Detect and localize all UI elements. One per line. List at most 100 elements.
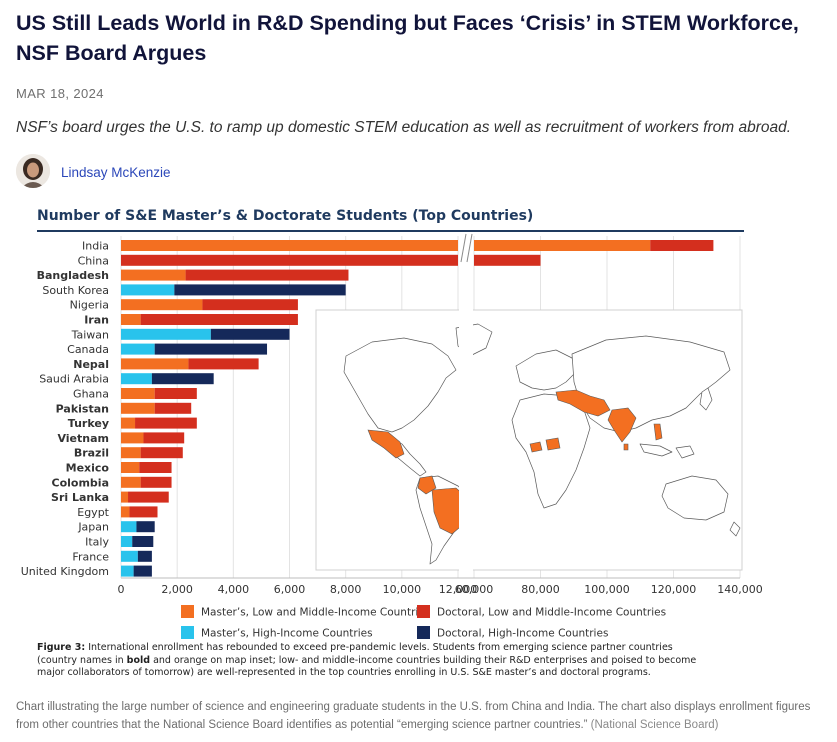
chart-legend: Master’s, Low and Middle-Income Countrie…: [181, 605, 666, 640]
category-label: Iran: [84, 314, 109, 327]
bar-segment: [121, 388, 155, 399]
legend-label: Doctoral, Low and Middle-Income Countrie…: [437, 607, 666, 619]
author-portrait-image: [16, 154, 50, 188]
x-tick-label: 10,000: [383, 583, 422, 596]
bar-segment: [121, 536, 133, 547]
bar-segment: [140, 476, 172, 488]
chart-title: Number of S&E Master’s & Doctorate Stude…: [37, 208, 534, 224]
bar-series: [121, 240, 714, 577]
category-label: Saudi Arabia: [39, 373, 109, 386]
world-map-inset: [315, 309, 743, 571]
category-label: Pakistan: [56, 402, 109, 415]
bar-segment: [188, 358, 259, 370]
x-tick-label: 12,000: [439, 583, 478, 596]
category-label: Canada: [67, 343, 109, 356]
bar-segment: [174, 284, 346, 296]
bar-segment: [121, 343, 155, 355]
bar-segment: [133, 565, 152, 577]
figure-label: Figure 3:: [37, 642, 86, 653]
figure-text: International enrollment has rebounded t…: [37, 642, 673, 666]
x-tick-label: 2,000: [161, 583, 193, 596]
bar-segment: [121, 284, 175, 296]
x-tick-label: 120,000: [651, 583, 697, 596]
bar-segment: [139, 462, 172, 473]
bar-segment: [650, 240, 714, 251]
category-label: Italy: [85, 536, 109, 549]
category-label: Nepal: [73, 358, 109, 371]
category-label: Bangladesh: [37, 269, 109, 282]
article-headline: US Still Leads World in R&D Spending but…: [16, 11, 799, 65]
legend-label: Master’s, Low and Middle-Income Countrie…: [201, 607, 430, 619]
publish-date: MAR 18, 2024: [16, 86, 104, 101]
x-tick-label: 140,000: [717, 583, 763, 596]
bar-segment: [121, 254, 458, 266]
bar-segment: [121, 550, 138, 562]
category-label: United Kingdom: [21, 565, 109, 578]
bar-segment: [474, 240, 651, 251]
legend-swatch: [181, 605, 194, 618]
bar-segment: [121, 476, 141, 488]
category-label: Nigeria: [70, 299, 109, 312]
category-label: India: [82, 240, 109, 253]
category-label: Egypt: [77, 506, 109, 519]
bar-segment: [128, 491, 169, 503]
category-label: Vietnam: [57, 432, 109, 445]
bar-segment: [154, 402, 192, 414]
bar-segment: [154, 388, 197, 399]
category-label: Mexico: [66, 462, 110, 475]
author-link[interactable]: Lindsay McKenzie: [61, 165, 171, 180]
figure-bold-word: bold: [126, 654, 151, 666]
category-label: Colombia: [52, 476, 110, 489]
bar-segment: [121, 491, 129, 503]
category-label: Taiwan: [71, 328, 109, 341]
chart-title-rule: [37, 230, 744, 232]
bar-segment: [121, 447, 141, 459]
x-tick-label: 6,000: [274, 583, 306, 596]
x-tick-label: 100,000: [584, 583, 630, 596]
bar-segment: [185, 269, 349, 281]
bar-segment: [132, 536, 154, 547]
bar-segment: [121, 358, 189, 370]
article-subhead: NSF’s board urges the U.S. to ramp up do…: [16, 119, 792, 136]
bar-segment: [121, 373, 152, 385]
bar-segment: [121, 565, 134, 577]
legend-swatch: [417, 626, 430, 639]
legend-label: Master’s, High-Income Countries: [201, 628, 373, 640]
bar-segment: [135, 417, 197, 429]
bar-segment: [136, 521, 155, 533]
legend-swatch: [417, 605, 430, 618]
author-avatar[interactable]: [16, 154, 50, 188]
figure-text-after: and orange on map inset; low- and middle…: [37, 654, 697, 679]
bar-segment: [129, 506, 158, 518]
x-tick-label: 0: [118, 583, 125, 596]
bar-segment: [121, 269, 186, 281]
category-label: Ghana: [73, 388, 109, 401]
x-tick-label: 8,000: [330, 583, 362, 596]
x-tick-label: 60,000: [455, 583, 494, 596]
bar-segment: [202, 299, 298, 311]
bar-segment: [121, 521, 137, 533]
category-label: Sri Lanka: [51, 491, 109, 504]
legend-label: Doctoral, High-Income Countries: [437, 628, 608, 640]
bar-segment: [154, 343, 268, 355]
bar-segment: [151, 373, 214, 385]
bar-segment: [121, 417, 136, 429]
legend-swatch: [181, 626, 194, 639]
bar-segment: [474, 254, 541, 266]
category-label: France: [72, 550, 109, 563]
caption-text: Chart illustrating the large number of s…: [16, 701, 811, 731]
bar-segment: [121, 314, 141, 325]
x-tick-label: 4,000: [218, 583, 250, 596]
bar-segment: [121, 462, 140, 473]
category-label: China: [78, 254, 109, 267]
caption-credit: (National Science Board): [590, 719, 719, 731]
bar-segment: [140, 314, 298, 325]
category-label: South Korea: [42, 284, 109, 297]
bar-segment: [210, 328, 290, 340]
bar-segment: [121, 240, 458, 251]
category-label: Brazil: [74, 447, 109, 460]
category-label: Japan: [77, 521, 109, 534]
